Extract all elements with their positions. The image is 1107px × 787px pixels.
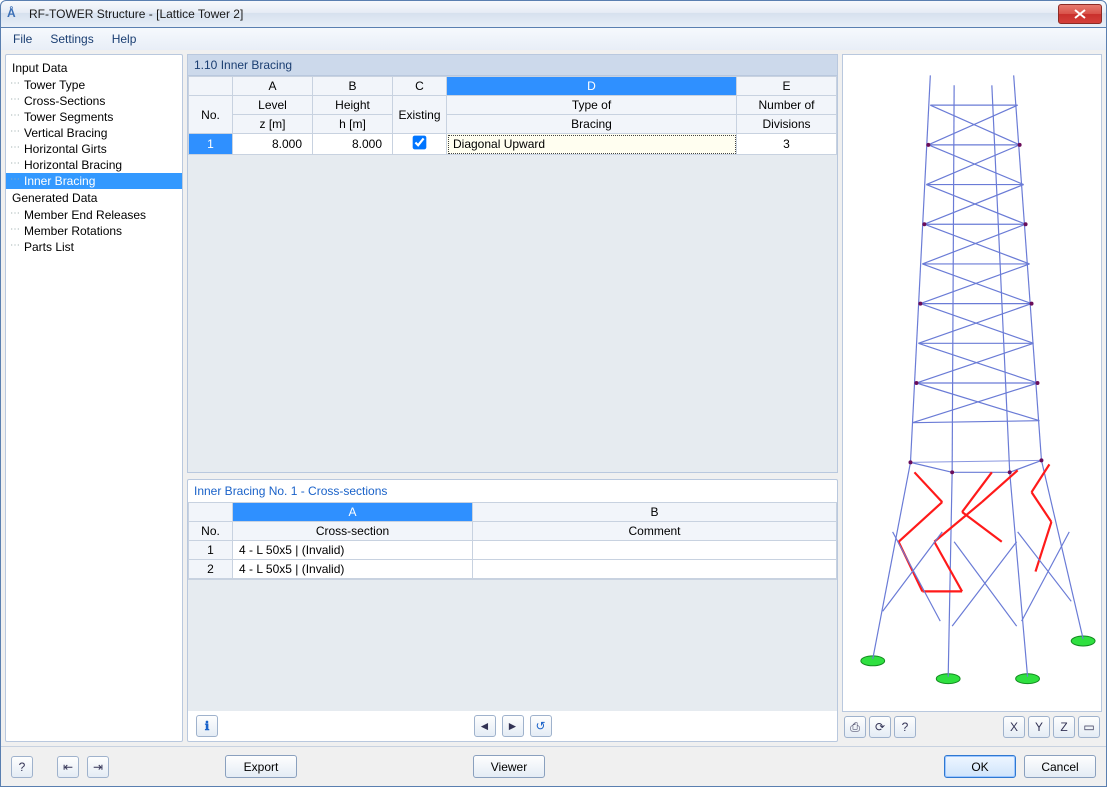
menu-file[interactable]: File [5,30,40,48]
menubar: File Settings Help [0,28,1107,50]
col-type1: Type of [447,96,737,115]
tree-item-inner-bracing[interactable]: Inner Bracing [6,173,182,189]
cell-divisions[interactable]: 3 [737,134,837,155]
app-icon: Å [7,6,23,22]
tree-item-horizontal-bracing[interactable]: Horizontal Bracing [6,157,182,173]
cell-height[interactable]: 8.000 [313,134,393,155]
center-pane: 1.10 Inner Bracing A B C D E [187,54,838,742]
cell-level[interactable]: 8.000 [233,134,313,155]
tree-item-member-end-releases[interactable]: Member End Releases [6,207,182,223]
col-level1: Level [233,96,313,115]
client-area: Input Data Tower Type Cross-Sections Tow… [0,50,1107,787]
tree-item-member-rotations[interactable]: Member Rotations [6,223,182,239]
sub-grid: A B No. Cross-section Comment 1 4 - L 50… [188,502,837,579]
main-grid: A B C D E No. Level Height Existing [187,75,838,473]
sub-col-a[interactable]: A [233,503,473,522]
sub-cell-no: 1 [189,541,233,560]
sub-cell-no: 2 [189,560,233,579]
existing-checkbox[interactable] [413,136,427,150]
viewer-button[interactable]: Viewer [473,755,545,778]
export-button[interactable]: Export [225,755,297,778]
col-existing: Existing [393,96,447,134]
table-row[interactable]: 2 4 - L 50x5 | (Invalid) [189,560,837,579]
col-div1: Number of [737,96,837,115]
col-d[interactable]: D [447,77,737,96]
grid-empty-area [188,155,837,472]
help-button[interactable]: ? [11,756,33,778]
menu-help[interactable]: Help [104,30,145,48]
col-div2: Divisions [737,115,837,134]
ok-button[interactable]: OK [944,755,1016,778]
view-btn-1[interactable]: ⎙ [844,716,866,738]
tree-item-tower-segments[interactable]: Tower Segments [6,109,182,125]
window-title: RF-TOWER Structure - [Lattice Tower 2] [29,7,243,21]
col-e[interactable]: E [737,77,837,96]
footer: ? ⇤ ⇥ Export Viewer OK Cancel [1,746,1106,786]
tree-item-tower-type[interactable]: Tower Type [6,77,182,93]
table-row[interactable]: 1 8.000 8.000 Diagonal Upward 3 [189,134,837,155]
cancel-button[interactable]: Cancel [1024,755,1096,778]
col-height2: h [m] [313,115,393,134]
subgrid-title: Inner Bracing No. 1 - Cross-sections [188,480,837,502]
tower-svg [843,55,1101,711]
menu-settings[interactable]: Settings [42,30,101,48]
close-button[interactable] [1058,4,1102,24]
reset-button[interactable]: ↺ [530,715,552,737]
sub-col-cs: Cross-section [233,522,473,541]
titlebar: Å RF-TOWER Structure - [Lattice Tower 2] [0,0,1107,28]
axis-y-button[interactable]: Y [1028,716,1050,738]
col-height1: Height [313,96,393,115]
tree-heading-generated: Generated Data [6,189,182,207]
col-type2: Bracing [447,115,737,134]
sub-col-comment: Comment [473,522,837,541]
sub-cell-cs[interactable]: 4 - L 50x5 | (Invalid) [233,560,473,579]
tree-item-cross-sections[interactable]: Cross-Sections [6,93,182,109]
viewer-toolbar: ⎙ ⟳ ? X Y Z ▭ [842,712,1102,742]
view-btn-2[interactable]: ⟳ [869,716,891,738]
preview-pane: ⎙ ⟳ ? X Y Z ▭ [842,54,1102,742]
close-icon [1074,9,1086,19]
cell-existing[interactable] [393,134,447,155]
info-button[interactable]: ℹ [196,715,218,737]
sub-cell-comment[interactable] [473,541,837,560]
sub-col-no: No. [189,522,233,541]
tree-item-vertical-bracing[interactable]: Vertical Bracing [6,125,182,141]
tower-canvas[interactable] [842,54,1102,712]
section-title: 1.10 Inner Bracing [187,54,838,75]
tree-item-horizontal-girts[interactable]: Horizontal Girts [6,141,182,157]
axis-x-button[interactable]: X [1003,716,1025,738]
view-btn-3[interactable]: ? [894,716,916,738]
tree-item-parts-list[interactable]: Parts List [6,239,182,255]
col-a[interactable]: A [233,77,313,96]
axis-z-button[interactable]: Z [1053,716,1075,738]
footer-next-button[interactable]: ⇥ [87,756,109,778]
subgrid-empty [188,579,837,711]
cell-no: 1 [189,134,233,155]
footer-prev-button[interactable]: ⇤ [57,756,79,778]
sub-col-b[interactable]: B [473,503,837,522]
nav-tree: Input Data Tower Type Cross-Sections Tow… [5,54,183,742]
col-no[interactable]: No. [189,96,233,134]
col-c[interactable]: C [393,77,447,96]
sub-cell-cs[interactable]: 4 - L 50x5 | (Invalid) [233,541,473,560]
tree-heading-input: Input Data [6,59,182,77]
iso-button[interactable]: ▭ [1078,716,1100,738]
next-button[interactable]: ► [502,715,524,737]
table-row[interactable]: 1 4 - L 50x5 | (Invalid) [189,541,837,560]
cell-type[interactable]: Diagonal Upward [447,134,737,155]
col-b[interactable]: B [313,77,393,96]
prev-button[interactable]: ◄ [474,715,496,737]
grid-nav-bar: ℹ ◄ ► ↺ [188,711,837,741]
col-level2: z [m] [233,115,313,134]
sub-cell-comment[interactable] [473,560,837,579]
